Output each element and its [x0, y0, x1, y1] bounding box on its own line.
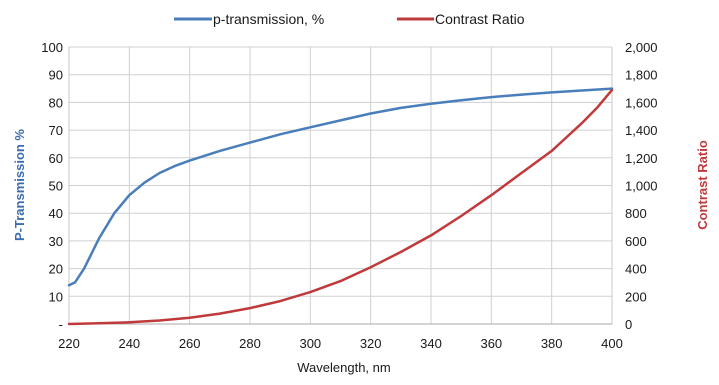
y-axis-right-title: Contrast Ratio [695, 140, 710, 230]
y-left-tick-label: 30 [49, 234, 63, 249]
x-tick-label: 380 [541, 336, 563, 351]
x-tick-label: 300 [299, 336, 321, 351]
y-right-tick-label: 1,600 [625, 95, 658, 110]
y-left-tick-label: 100 [41, 40, 63, 55]
legend-label-p-transmission: p-transmission, % [213, 11, 324, 27]
gridlines [69, 46, 612, 324]
x-tick-label: 360 [480, 336, 502, 351]
y-right-tick-label: 1,000 [625, 179, 658, 194]
y-left-tick-label: 40 [49, 206, 63, 221]
tick-layer: - 0 10 200 20 400 30 600 40 800 50 1,000 60 1,200 70 1,… [41, 40, 657, 351]
y-right-tick-label: 1,400 [625, 123, 658, 138]
y-left-tick-label: 90 [49, 68, 63, 83]
y-left-tick-label: 10 [49, 289, 63, 304]
x-tick-label: 320 [360, 336, 382, 351]
x-tick-label: 240 [118, 336, 140, 351]
y-right-tick-label: 0 [625, 317, 632, 332]
x-axis-title: Wavelength, nm [297, 360, 390, 375]
y-right-tick-label: 2,000 [625, 40, 658, 55]
legend: p-transmission, % Contrast Ratio [174, 11, 525, 27]
x-tick-label: 220 [58, 336, 80, 351]
series-line-p-transmission [67, 87, 614, 287]
plot-frame [68, 47, 613, 325]
y-left-tick-label: 80 [49, 95, 63, 110]
y-right-tick-label: 1,200 [625, 151, 658, 166]
y-right-tick-label: 800 [625, 206, 647, 221]
y-right-tick-label: 400 [625, 262, 647, 277]
y-left-tick-label: - [59, 317, 63, 332]
x-tick-label: 400 [601, 336, 623, 351]
series-line-contrast-ratio [67, 88, 614, 326]
y-left-tick-label: 70 [49, 123, 63, 138]
x-tick-label: 280 [239, 336, 261, 351]
y-right-tick-label: 200 [625, 289, 647, 304]
x-tick-label: 260 [179, 336, 201, 351]
series-layer [67, 87, 614, 326]
y-right-tick-label: 1,800 [625, 68, 658, 83]
legend-label-contrast-ratio: Contrast Ratio [435, 11, 525, 27]
y-axis-left-title: P-Transmission % [12, 129, 27, 241]
x-tick-label: 340 [420, 336, 442, 351]
y-right-tick-label: 600 [625, 234, 647, 249]
y-left-tick-label: 60 [49, 151, 63, 166]
y-left-tick-label: 20 [49, 262, 63, 277]
y-left-tick-label: 50 [49, 179, 63, 194]
